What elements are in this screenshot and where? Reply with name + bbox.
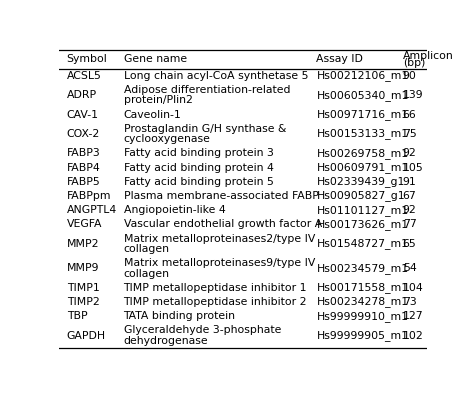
Text: 92: 92: [403, 205, 417, 215]
Text: VEGFA: VEGFA: [66, 219, 102, 229]
Text: Hs99999905_m1: Hs99999905_m1: [316, 330, 409, 341]
Text: FABP3: FABP3: [66, 148, 100, 158]
Text: 127: 127: [403, 311, 423, 321]
Text: 90: 90: [403, 71, 417, 81]
Text: 75: 75: [403, 129, 417, 139]
Text: Hs02339439_g1: Hs02339439_g1: [316, 176, 405, 187]
Text: Matrix metalloproteinases9/type IV: Matrix metalloproteinases9/type IV: [124, 258, 315, 268]
Text: 77: 77: [403, 219, 417, 229]
Text: Caveolin-1: Caveolin-1: [124, 110, 181, 119]
Text: Vascular endothelial growth factor A: Vascular endothelial growth factor A: [124, 219, 322, 229]
Text: Fatty acid binding protein 5: Fatty acid binding protein 5: [124, 177, 273, 187]
Text: TBP: TBP: [66, 311, 87, 321]
Text: Hs00605340_m1: Hs00605340_m1: [316, 90, 409, 100]
Text: TIMP metallopeptidase inhibitor 2: TIMP metallopeptidase inhibitor 2: [124, 297, 307, 307]
Text: GAPDH: GAPDH: [66, 331, 106, 341]
Text: ANGPTL4: ANGPTL4: [66, 205, 117, 215]
Text: ACSL5: ACSL5: [66, 71, 101, 81]
Text: 73: 73: [403, 297, 417, 307]
Text: Hs01101127_m1: Hs01101127_m1: [316, 205, 409, 216]
Text: 67: 67: [403, 191, 417, 201]
Text: Adipose differentiation-related: Adipose differentiation-related: [124, 85, 290, 95]
Text: 91: 91: [403, 177, 417, 187]
Text: cyclooxygenase: cyclooxygenase: [124, 134, 210, 144]
Text: Fatty acid binding protein 3: Fatty acid binding protein 3: [124, 148, 273, 158]
Text: FABP5: FABP5: [66, 177, 100, 187]
Text: Hs00234278_m1: Hs00234278_m1: [316, 297, 409, 307]
Text: ADRP: ADRP: [66, 90, 97, 100]
Text: 65: 65: [403, 239, 417, 249]
Text: TIMP metallopeptidase inhibitor 1: TIMP metallopeptidase inhibitor 1: [124, 283, 307, 293]
Text: Prostaglandin G/H synthase &: Prostaglandin G/H synthase &: [124, 124, 286, 134]
Text: Hs00153133_m1: Hs00153133_m1: [316, 128, 409, 139]
Text: MMP9: MMP9: [66, 264, 99, 273]
Text: TIMP2: TIMP2: [66, 297, 100, 307]
Text: Fatty acid binding protein 4: Fatty acid binding protein 4: [124, 163, 273, 173]
Text: 66: 66: [403, 110, 417, 119]
Text: Hs00171558_m1: Hs00171558_m1: [316, 282, 409, 293]
Text: Hs00609791_m1: Hs00609791_m1: [316, 162, 409, 173]
Text: Hs00212106_m1: Hs00212106_m1: [316, 70, 409, 81]
Text: 92: 92: [403, 148, 417, 158]
Text: FABP4: FABP4: [66, 163, 100, 173]
Text: Hs99999910_m1: Hs99999910_m1: [316, 311, 409, 322]
Text: Assay ID: Assay ID: [316, 54, 363, 64]
Text: Gene name: Gene name: [124, 54, 187, 64]
Text: protein/Plin2: protein/Plin2: [124, 95, 192, 105]
Text: Angiopoietin-like 4: Angiopoietin-like 4: [124, 205, 225, 215]
Text: dehydrogenase: dehydrogenase: [124, 336, 208, 346]
Text: (bp): (bp): [403, 58, 425, 68]
Text: Hs01548727_m1: Hs01548727_m1: [316, 238, 409, 249]
Text: Hs00905827_g1: Hs00905827_g1: [316, 191, 405, 201]
Text: Hs00173626_m1: Hs00173626_m1: [316, 219, 409, 230]
Text: MMP2: MMP2: [66, 239, 99, 249]
Text: Glyceraldehyde 3-phosphate: Glyceraldehyde 3-phosphate: [124, 325, 281, 335]
Text: collagen: collagen: [124, 244, 170, 254]
Text: collagen: collagen: [124, 269, 170, 279]
Text: TATA binding protein: TATA binding protein: [124, 311, 236, 321]
Text: Hs00269758_m1: Hs00269758_m1: [316, 148, 409, 159]
Text: 102: 102: [403, 331, 423, 341]
Text: CAV-1: CAV-1: [66, 110, 99, 119]
Text: 139: 139: [403, 90, 423, 100]
Text: Amplicon: Amplicon: [403, 51, 454, 61]
Text: Long chain acyl-CoA synthetase 5: Long chain acyl-CoA synthetase 5: [124, 71, 308, 81]
Text: FABPpm: FABPpm: [66, 191, 111, 201]
Text: 54: 54: [403, 264, 417, 273]
Text: COX-2: COX-2: [66, 129, 100, 139]
Text: Plasma membrane-associated FABP: Plasma membrane-associated FABP: [124, 191, 319, 201]
Text: Hs00971716_m1: Hs00971716_m1: [316, 109, 409, 120]
Text: Symbol: Symbol: [66, 54, 107, 64]
Text: Hs00234579_m1: Hs00234579_m1: [316, 263, 409, 274]
Text: TIMP1: TIMP1: [66, 283, 100, 293]
Text: Matrix metalloproteinases2/type IV: Matrix metalloproteinases2/type IV: [124, 234, 315, 243]
Text: 104: 104: [403, 283, 423, 293]
Text: 105: 105: [403, 163, 423, 173]
